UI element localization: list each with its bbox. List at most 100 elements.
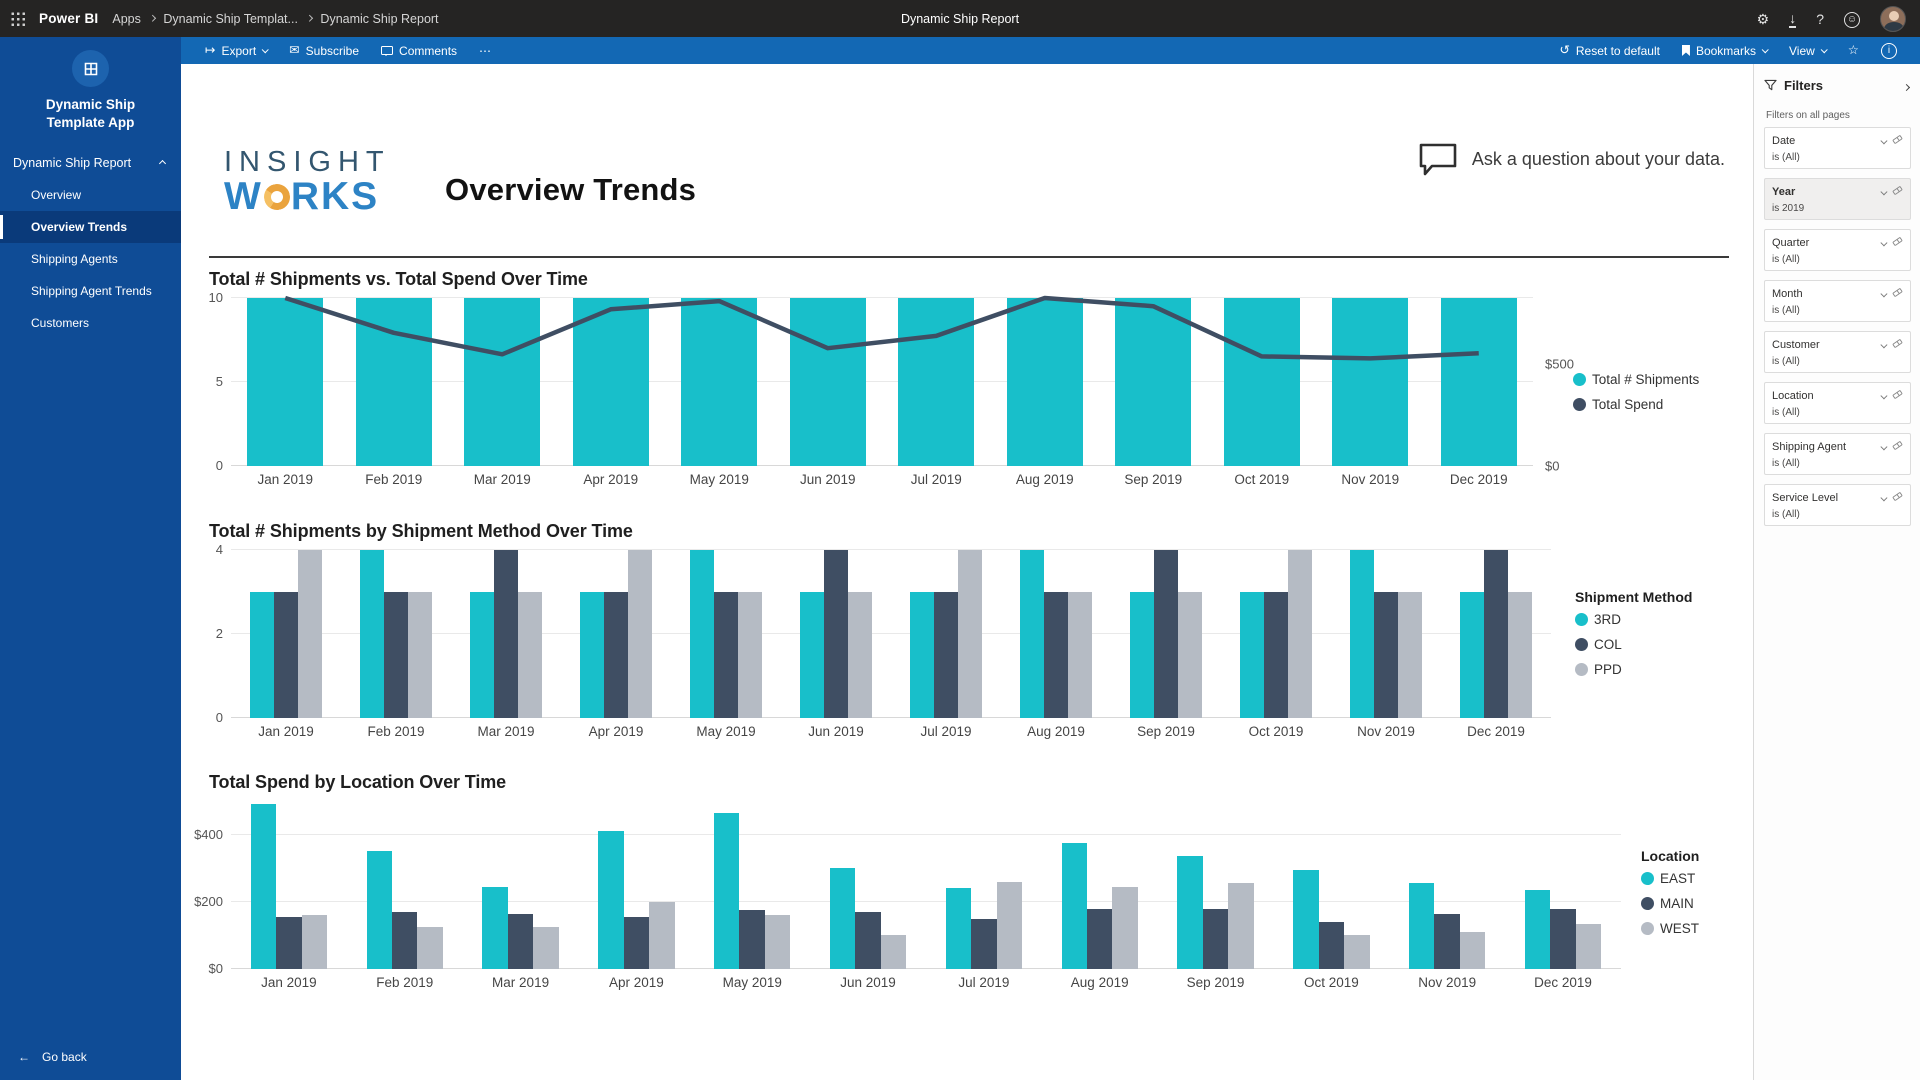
bar-west[interactable]	[996, 881, 1023, 969]
more-options-button[interactable]: ⋯	[470, 41, 500, 61]
bar-east[interactable]	[829, 868, 856, 969]
eraser-icon[interactable]	[1892, 489, 1903, 507]
legend-item-total-spend[interactable]: Total Spend	[1573, 397, 1699, 412]
bar-main[interactable]	[855, 911, 881, 969]
bar-east[interactable]	[366, 851, 392, 969]
bar-ppd[interactable]	[408, 592, 433, 718]
collapse-pane-icon[interactable]	[1902, 76, 1911, 95]
legend-item-ppd[interactable]: PPD	[1575, 662, 1692, 677]
bar-total-shipments[interactable]	[789, 298, 866, 466]
app-logo-badge-icon[interactable]	[72, 50, 109, 87]
filter-card-month[interactable]: Month is (All)	[1764, 280, 1911, 322]
filter-card-quarter[interactable]: Quarter is (All)	[1764, 229, 1911, 271]
filter-card-service-level[interactable]: Service Level is (All)	[1764, 484, 1911, 526]
bar-col[interactable]	[823, 550, 849, 718]
legend-item-main[interactable]: MAIN	[1641, 896, 1699, 911]
chevron-down-icon[interactable]	[1880, 188, 1887, 195]
bar-main[interactable]	[1434, 913, 1460, 969]
legend-item-total-shipments[interactable]: Total # Shipments	[1573, 372, 1699, 387]
bar-east[interactable]	[1061, 843, 1087, 969]
eraser-icon[interactable]	[1892, 183, 1903, 201]
bar-col[interactable]	[383, 592, 409, 718]
bar-west[interactable]	[1228, 883, 1254, 969]
chevron-down-icon[interactable]	[1880, 341, 1887, 348]
bar-total-shipments[interactable]	[464, 298, 541, 466]
app-launcher-icon[interactable]	[10, 11, 25, 26]
bar-ppd[interactable]	[1288, 550, 1313, 718]
bar-total-shipments[interactable]	[1115, 298, 1192, 466]
bar-total-shipments[interactable]	[1006, 298, 1083, 466]
bar-total-shipments[interactable]	[572, 298, 649, 466]
view-button[interactable]: View	[1780, 41, 1835, 61]
bar-main[interactable]	[1202, 908, 1229, 969]
bar-west[interactable]	[417, 927, 443, 969]
chevron-down-icon[interactable]	[1880, 392, 1887, 399]
sidebar-item-shipping-agents[interactable]: Shipping Agents	[31, 252, 118, 267]
bar-west[interactable]	[1575, 923, 1602, 969]
favorite-star-icon[interactable]: ☆	[1839, 41, 1868, 60]
bar-total-shipments[interactable]	[1223, 298, 1300, 466]
bar-ppd[interactable]	[958, 550, 983, 718]
bar-ppd[interactable]	[628, 550, 653, 718]
bar-west[interactable]	[533, 927, 559, 969]
bar-ppd[interactable]	[1178, 592, 1203, 718]
legend-item-col[interactable]: COL	[1575, 637, 1692, 652]
sidebar-item-customers[interactable]: Customers	[31, 316, 90, 331]
bar-3rd[interactable]	[909, 592, 934, 718]
bar-3rd[interactable]	[1019, 550, 1044, 718]
bar-main[interactable]	[276, 916, 302, 969]
bar-total-shipments[interactable]	[247, 298, 324, 466]
bar-3rd[interactable]	[689, 550, 714, 718]
export-button[interactable]: ↦ Export	[196, 41, 276, 61]
subscribe-button[interactable]: ✉ Subscribe	[280, 41, 368, 61]
bar-main[interactable]	[1318, 921, 1345, 969]
bar-col[interactable]	[1153, 550, 1179, 718]
bar-east[interactable]	[945, 888, 972, 969]
bar-ppd[interactable]	[848, 592, 873, 718]
bar-main[interactable]	[739, 910, 765, 969]
legend-item-west[interactable]: WEST	[1641, 921, 1699, 936]
chevron-down-icon[interactable]	[1880, 137, 1887, 144]
eraser-icon[interactable]	[1892, 438, 1903, 456]
breadcrumb-item[interactable]: Dynamic Ship Templat...	[163, 11, 298, 26]
filter-card-customer[interactable]: Customer is (All)	[1764, 331, 1911, 373]
bar-east[interactable]	[598, 831, 624, 969]
bar-main[interactable]	[392, 911, 418, 969]
report-group-header[interactable]: Dynamic Ship Report	[0, 138, 181, 179]
filter-card-year[interactable]: Year is 2019	[1764, 178, 1911, 220]
breadcrumb-item[interactable]: Dynamic Ship Report	[320, 11, 439, 26]
bar-ppd[interactable]	[518, 592, 543, 718]
bar-col[interactable]	[1263, 592, 1289, 718]
bar-ppd[interactable]	[1398, 592, 1423, 718]
bar-total-shipments[interactable]	[1440, 298, 1517, 466]
filter-card-date[interactable]: Date is (All)	[1764, 127, 1911, 169]
qna-ask-question[interactable]: Ask a question about your data.	[1418, 142, 1725, 176]
powerbi-brand[interactable]: Power BI	[39, 11, 99, 26]
bar-ppd[interactable]	[298, 550, 323, 718]
bar-col[interactable]	[933, 592, 959, 718]
go-back-button[interactable]: ← Go back	[18, 1050, 87, 1064]
bar-main[interactable]	[1086, 908, 1113, 969]
bar-east[interactable]	[1293, 869, 1319, 969]
settings-gear-icon[interactable]: ⚙	[1756, 10, 1770, 27]
eraser-icon[interactable]	[1892, 387, 1903, 405]
filter-card-shipping-agent[interactable]: Shipping Agent is (All)	[1764, 433, 1911, 475]
bar-main[interactable]	[507, 913, 534, 969]
bar-west[interactable]	[880, 935, 907, 969]
bar-3rd[interactable]	[1239, 592, 1264, 718]
eraser-icon[interactable]	[1892, 132, 1903, 150]
bar-west[interactable]	[649, 901, 675, 969]
sidebar-item-shipping-agent-trends[interactable]: Shipping Agent Trends	[31, 284, 152, 299]
bar-col[interactable]	[493, 550, 519, 718]
bar-total-shipments[interactable]	[681, 298, 758, 466]
bar-col[interactable]	[713, 592, 739, 718]
bar-3rd[interactable]	[579, 592, 604, 718]
bar-main[interactable]	[1550, 908, 1576, 969]
bar-west[interactable]	[1112, 886, 1138, 969]
bar-3rd[interactable]	[469, 592, 494, 718]
feedback-icon[interactable]: ☺	[1844, 10, 1860, 28]
eraser-icon[interactable]	[1892, 234, 1903, 252]
chevron-down-icon[interactable]	[1880, 239, 1887, 246]
bar-main[interactable]	[623, 916, 650, 969]
bar-3rd[interactable]	[1349, 550, 1374, 718]
